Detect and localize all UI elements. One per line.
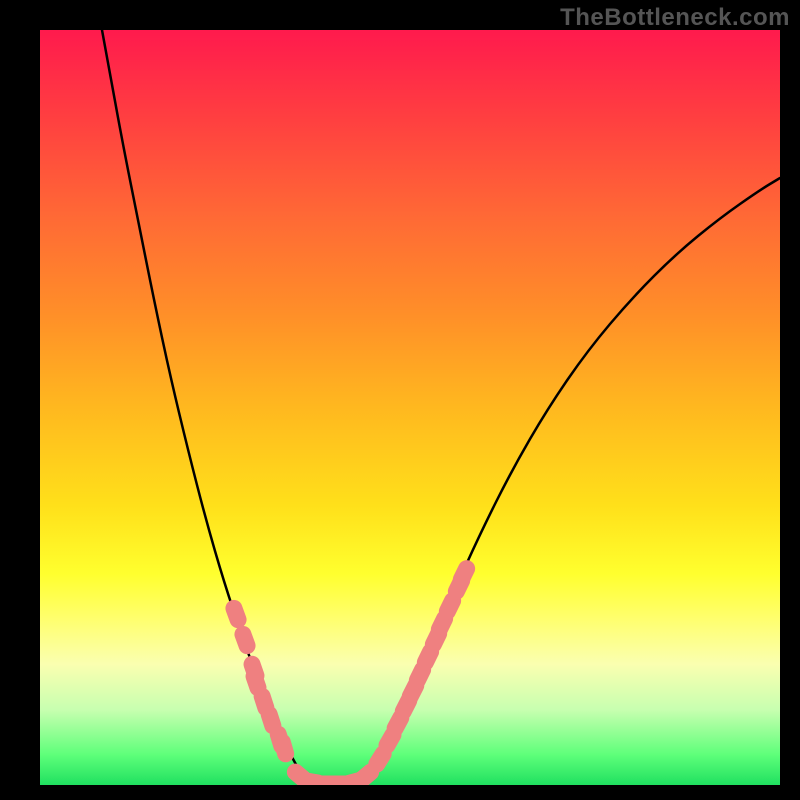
curve-layer xyxy=(40,30,780,785)
watermark-text: TheBottleneck.com xyxy=(560,4,790,32)
marker-capsule xyxy=(224,598,249,630)
bottleneck-curve xyxy=(102,30,780,784)
marker-capsule xyxy=(233,624,258,656)
marker-group xyxy=(224,558,478,785)
chart-outer: TheBottleneck.com xyxy=(0,0,800,800)
plot-area xyxy=(40,30,780,785)
marker-capsule xyxy=(272,732,295,763)
